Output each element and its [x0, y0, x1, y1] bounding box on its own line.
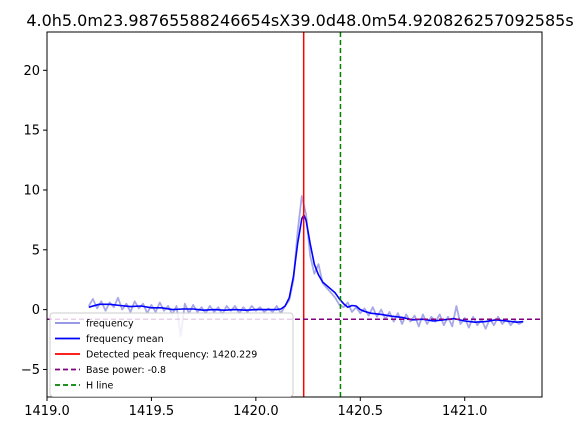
- legend-label: Base power: -0.8: [86, 365, 166, 376]
- y-tick-label: −5: [21, 363, 40, 378]
- plot-frame: [46, 31, 543, 398]
- x-tick-label: 1420.0: [233, 404, 279, 419]
- legend-label: frequency: [86, 319, 134, 330]
- x-tick-label: 1419.5: [129, 404, 175, 419]
- x-tick-label: 1420.5: [338, 404, 384, 419]
- chart-title: 4.0h5.0m23.98765588246654sX39.0d48.0m54.…: [26, 11, 573, 30]
- x-tick-label: 1419.0: [24, 404, 70, 419]
- legend: frequency frequency mean Detected peak fre…: [49, 312, 294, 397]
- y-tick-label: 20: [23, 64, 40, 79]
- y-tick-label: 10: [23, 183, 40, 198]
- frequency-line: [88, 195, 524, 337]
- legend-label: frequency mean: [86, 334, 164, 345]
- y-tick-label: 0: [32, 303, 40, 318]
- y-tick-label: 5: [32, 243, 40, 258]
- x-tick-label: 1421.0: [442, 404, 488, 419]
- frequency-mean-line: [88, 214, 524, 323]
- axes-layer: 1419.0 1419.5 1420.0 1420.5 1421.0 −5 0 5 10 15 20: [21, 64, 488, 419]
- legend-box: [49, 312, 294, 397]
- legend-label: H line: [86, 381, 113, 392]
- y-tick-label: 15: [23, 124, 40, 139]
- legend-label: Detected peak frequency: 1420.229: [86, 350, 257, 361]
